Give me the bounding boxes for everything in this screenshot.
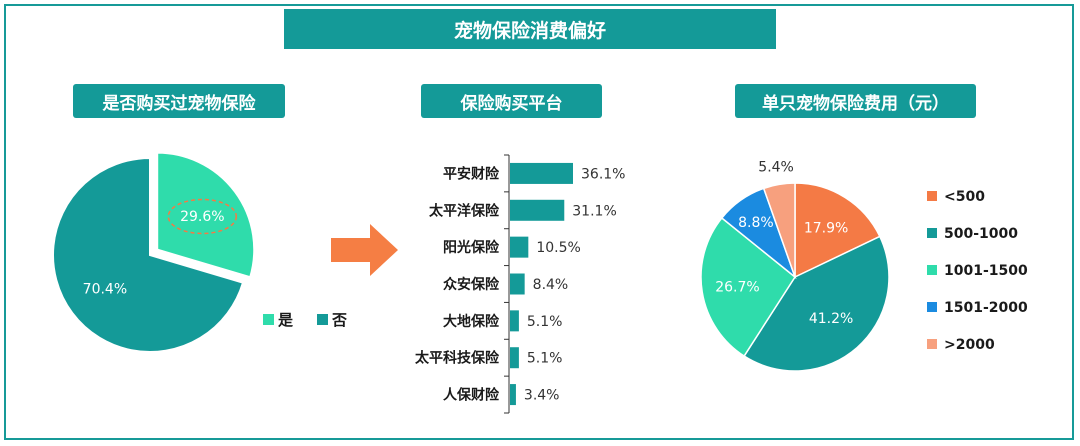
pie2-label-4: 5.4%: [758, 160, 794, 176]
bar-4: [510, 310, 519, 332]
bar-category-0: 平安财险: [443, 165, 500, 182]
pie1-legend-swatch-0: [263, 314, 274, 325]
pie2-legend-swatch-3: [927, 302, 937, 312]
pie1-title: 是否购买过宠物保险: [73, 84, 285, 118]
pie2-legend-label-1: 500-1000: [944, 226, 1018, 242]
pie2-slice-2: [700, 216, 796, 358]
pie2-label-2: 26.7%: [715, 279, 759, 295]
bar-value-1: 31.1%: [572, 203, 616, 219]
pie1-slice-0: [156, 151, 256, 279]
chart-frame: [4, 4, 1074, 440]
bar-3: [510, 273, 525, 295]
bar-category-6: 人保财险: [443, 387, 500, 404]
bar-5: [510, 347, 519, 369]
bar-value-5: 5.1%: [527, 351, 563, 367]
bar-1: [510, 199, 565, 221]
pie2-label-3: 8.8%: [738, 215, 774, 231]
pie1-label-0: 29.6%: [180, 209, 224, 225]
bar-value-4: 5.1%: [527, 314, 563, 330]
pie2-legend-label-2: 1001-1500: [944, 263, 1028, 279]
pie2-slice-0: [794, 182, 881, 279]
pie2-legend-swatch-2: [927, 265, 937, 275]
pie1-highlight-ring: [167, 198, 238, 235]
pie2-slice-4: [762, 182, 796, 278]
pie2-title: 单只宠物保险费用（元）: [735, 84, 976, 118]
bar-value-2: 10.5%: [536, 240, 580, 256]
pie2-legend-swatch-4: [927, 339, 937, 349]
bar-title: 保险购买平台: [421, 84, 602, 118]
pie1-legend-label-1: 否: [331, 311, 347, 329]
pie2-legend-swatch-1: [927, 228, 937, 238]
flow-arrow: [331, 224, 398, 276]
bar-category-3: 众安保险: [443, 276, 500, 293]
bar-value-3: 8.4%: [533, 277, 569, 293]
main-title: 宠物保险消费偏好: [284, 9, 776, 49]
pie2-legend-swatch-0: [927, 191, 937, 201]
bar-category-1: 太平洋保险: [429, 202, 500, 219]
pie2-label-0: 17.9%: [804, 221, 848, 237]
bar-category-5: 太平科技保险: [415, 350, 500, 367]
pie1-slice-1: [52, 156, 245, 353]
bar-0: [510, 162, 573, 184]
bar-value-0: 36.1%: [581, 166, 625, 182]
pie2-legend-label-0: <500: [944, 189, 985, 205]
pie2-legend-label-4: >2000: [944, 337, 995, 353]
pie1-legend-swatch-1: [317, 314, 328, 325]
pie1-legend-label-0: 是: [277, 311, 294, 329]
pie1-label-1: 70.4%: [83, 282, 127, 298]
pie2-label-1: 41.2%: [809, 311, 853, 327]
bar-category-2: 阳光保险: [443, 239, 500, 256]
bar-2: [510, 236, 529, 258]
bar-6: [510, 384, 516, 406]
pie2-legend-label-3: 1501-2000: [944, 300, 1028, 316]
bar-value-6: 3.4%: [524, 388, 560, 404]
bar-category-4: 大地保险: [443, 313, 500, 330]
pie2-slice-1: [743, 235, 890, 372]
